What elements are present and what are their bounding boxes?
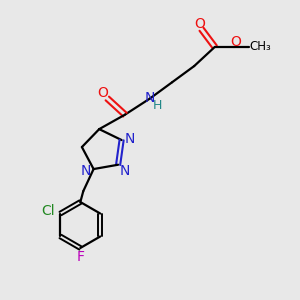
- Text: N: N: [145, 92, 155, 106]
- Text: O: O: [195, 17, 206, 31]
- Text: H: H: [153, 99, 162, 112]
- Text: N: N: [119, 164, 130, 178]
- Text: Cl: Cl: [41, 204, 55, 218]
- Text: F: F: [76, 250, 84, 264]
- Text: N: N: [80, 164, 91, 178]
- Text: N: N: [125, 132, 135, 145]
- Text: O: O: [230, 34, 241, 49]
- Text: O: O: [98, 86, 108, 100]
- Text: CH₃: CH₃: [249, 40, 271, 53]
